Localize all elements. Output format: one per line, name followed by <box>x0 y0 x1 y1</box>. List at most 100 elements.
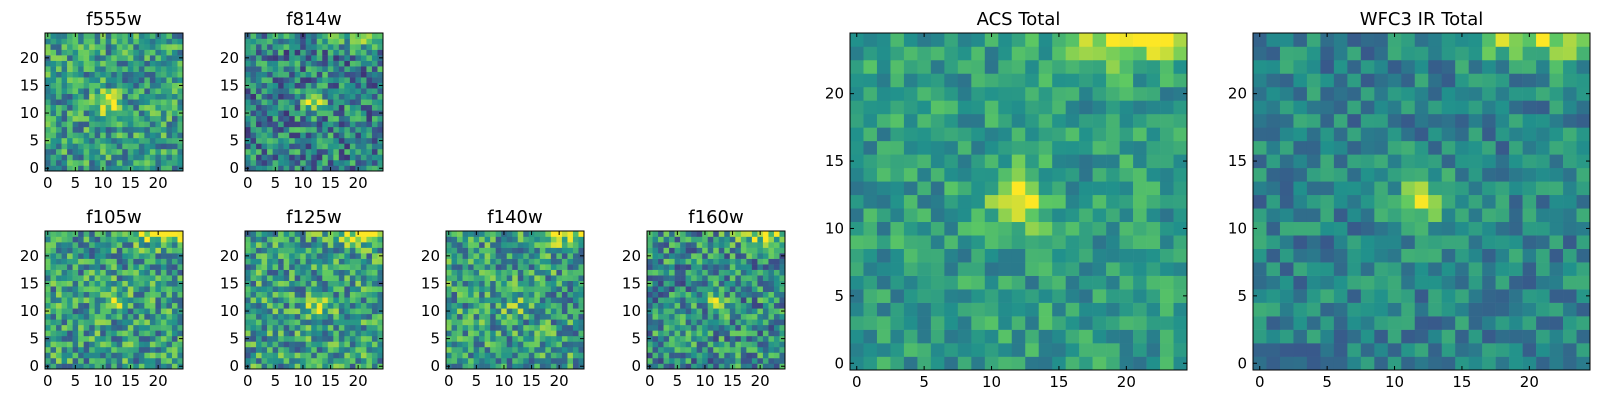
heatmap-cell <box>344 291 351 298</box>
heatmap-cell <box>333 55 340 61</box>
heatmap-cell <box>917 46 932 61</box>
heatmap-cell <box>371 33 378 39</box>
heatmap-cell <box>1306 235 1321 249</box>
heatmap-cell <box>371 242 378 248</box>
heatmap-cell <box>669 231 675 237</box>
heatmap-cell <box>1160 316 1174 330</box>
heatmap-cell <box>768 291 775 298</box>
heatmap-cell <box>1374 208 1389 223</box>
heatmap-cell <box>696 231 703 237</box>
heatmap-cell <box>729 291 736 298</box>
heatmap-cell <box>138 60 145 67</box>
heatmap-cell <box>100 346 107 353</box>
heatmap-cell <box>1549 208 1564 223</box>
heatmap-cell <box>944 73 959 88</box>
heatmap-cell <box>349 132 356 139</box>
heatmap-cell <box>578 302 585 309</box>
heatmap-cell <box>272 99 279 106</box>
y-tick-label: 10 <box>622 302 641 320</box>
heatmap-cell <box>1065 208 1080 223</box>
heatmap-cell <box>366 330 373 337</box>
heatmap-cell <box>256 60 262 67</box>
heatmap-cell <box>971 316 986 330</box>
heatmap-cell <box>94 71 101 78</box>
heatmap-cell <box>1038 86 1053 101</box>
heatmap-cell <box>149 341 156 348</box>
heatmap-cell <box>903 302 918 317</box>
heatmap-cell <box>1387 329 1402 344</box>
heatmap-cell <box>305 286 312 293</box>
heatmap-cell <box>166 77 173 83</box>
heatmap-cell <box>517 253 524 259</box>
heatmap-cell <box>300 264 307 270</box>
heatmap-cell <box>1360 221 1375 236</box>
heatmap-cell <box>283 66 290 72</box>
heatmap-cell <box>278 253 284 259</box>
heatmap-cell <box>267 159 273 166</box>
heatmap-cell <box>1279 289 1294 303</box>
heatmap-cell <box>344 121 351 128</box>
heatmap-cell <box>67 269 73 276</box>
heatmap-cell <box>127 148 134 155</box>
heatmap-cell <box>457 286 463 293</box>
heatmap-cell <box>468 291 474 298</box>
heatmap-cell <box>177 60 184 67</box>
heatmap-cell <box>316 346 323 353</box>
heatmap-cell <box>50 115 57 122</box>
heatmap-cell <box>528 275 535 281</box>
heatmap-cell <box>116 60 123 67</box>
heatmap-cell <box>289 341 295 348</box>
heatmap-cell <box>762 242 769 248</box>
heatmap-cell <box>322 55 329 61</box>
heatmap-cell <box>724 247 731 254</box>
heatmap-cell <box>490 269 496 276</box>
heatmap-cell <box>451 313 458 320</box>
heatmap-cell <box>998 221 1013 236</box>
heatmap-cell <box>779 330 786 337</box>
heatmap-cell <box>1011 113 1026 128</box>
heatmap-cell <box>735 319 742 326</box>
heatmap-cell <box>56 115 62 122</box>
heatmap-cell <box>1482 275 1496 290</box>
heatmap-cell <box>322 154 329 161</box>
heatmap-cell <box>338 143 345 150</box>
heatmap-cell <box>998 100 1013 115</box>
heatmap-cell <box>517 247 524 254</box>
heatmap-cell <box>462 302 469 309</box>
heatmap-cell <box>572 363 579 370</box>
heatmap-cell <box>1079 181 1093 196</box>
heatmap-cell <box>998 343 1013 357</box>
heatmap-cell <box>316 115 323 122</box>
heatmap-cell <box>105 319 112 326</box>
heatmap-cell <box>360 49 367 56</box>
y-tick-label: 20 <box>421 247 440 265</box>
heatmap-cell <box>457 341 463 348</box>
heatmap-cell <box>333 253 340 259</box>
heatmap-cell <box>1038 356 1053 371</box>
heatmap-cell <box>133 159 140 166</box>
f105w-axes-frame <box>44 230 184 370</box>
heatmap-cell <box>144 357 151 364</box>
heatmap-cell <box>1333 221 1348 236</box>
heatmap-cell <box>250 38 257 45</box>
heatmap-cell <box>349 148 356 155</box>
heatmap-cell <box>94 104 101 111</box>
heatmap-cell <box>360 313 367 320</box>
heatmap-cell <box>534 330 541 337</box>
heatmap-cell <box>1333 316 1348 330</box>
heatmap-cell <box>1092 194 1107 209</box>
heatmap-cell <box>177 66 184 72</box>
heatmap-cell <box>1401 356 1416 371</box>
heatmap-cell <box>735 302 742 309</box>
heatmap-cell <box>1468 356 1483 371</box>
heatmap-cell <box>674 236 681 243</box>
heatmap-cell <box>272 38 279 45</box>
heatmap-cell <box>1549 235 1564 249</box>
heatmap-cell <box>355 291 362 298</box>
heatmap-cell <box>647 275 653 281</box>
heatmap-cell <box>283 242 290 248</box>
heatmap-cell <box>680 269 686 276</box>
heatmap-cell <box>256 82 262 89</box>
heatmap-cell <box>578 291 585 298</box>
heatmap-cell <box>45 132 51 139</box>
